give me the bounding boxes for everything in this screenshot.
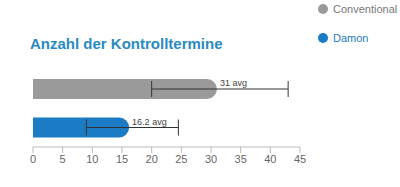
svg-text:10: 10 xyxy=(86,153,98,165)
svg-text:15: 15 xyxy=(116,153,128,165)
html-text:Damon: Damon xyxy=(333,31,369,44)
svg-text:25: 25 xyxy=(175,153,187,165)
svg-text:5: 5 xyxy=(60,153,66,165)
svg-text:0: 0 xyxy=(30,153,36,165)
svg-text:40: 40 xyxy=(264,153,276,165)
svg-text:16.2 avg: 16.2 avg xyxy=(132,117,167,127)
svg-text:20: 20 xyxy=(146,153,158,165)
svg-text:30: 30 xyxy=(205,153,217,165)
svg-text:45: 45 xyxy=(294,153,306,165)
svg-text:35: 35 xyxy=(235,153,247,165)
html-text:Conventional: Conventional xyxy=(333,2,398,15)
html-text:Anzahl der Kontrolltermine: Anzahl der Kontrolltermine xyxy=(30,35,223,52)
svg-text:31 avg: 31 avg xyxy=(220,78,247,88)
